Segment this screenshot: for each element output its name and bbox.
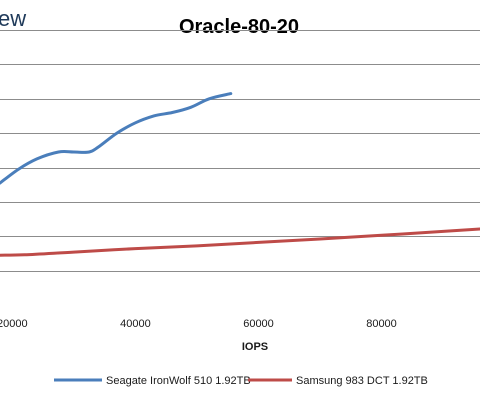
data-point-1-5 [257, 241, 260, 244]
data-point-0-3 [57, 151, 60, 154]
data-point-0-10 [171, 111, 174, 114]
data-point-1-3 [134, 247, 137, 250]
data-point-1-4 [195, 244, 198, 247]
x-tick-label-0: 20000 [0, 318, 28, 330]
data-point-0-8 [134, 121, 137, 124]
data-point-0-9 [152, 114, 155, 117]
data-point-0-4 [72, 151, 75, 154]
series-line-1 [0, 227, 480, 257]
gridlines [0, 30, 480, 272]
series-line-0 [0, 92, 233, 185]
chart-title: Oracle-80-20 [179, 16, 299, 38]
legend-label-0: Seagate IronWolf 510 1.92TB [106, 375, 251, 387]
series-lines [0, 92, 480, 257]
brand-fragment: ew [0, 6, 26, 31]
data-point-0-11 [189, 106, 192, 109]
x-tick-labels: 20000 40000 60000 80000 [0, 318, 397, 330]
legend: Seagate IronWolf 510 1.92TB Samsung 983 D… [54, 375, 428, 387]
data-point-0-2 [35, 157, 38, 160]
legend-label-1: Samsung 983 DCT 1.92TB [296, 375, 428, 387]
series-0 [0, 92, 233, 185]
x-axis-title: IOPS [242, 341, 268, 353]
data-point-1-6 [319, 238, 322, 241]
data-point-0-6 [97, 145, 100, 148]
x-tick-label-1: 40000 [120, 318, 151, 330]
data-point-1-2 [72, 251, 75, 254]
data-point-0-1 [17, 168, 20, 171]
data-point-0-13 [229, 92, 232, 95]
data-point-1-8 [442, 230, 445, 233]
x-tick-label-3: 80000 [366, 318, 397, 330]
data-point-0-5 [88, 151, 91, 154]
x-tick-label-2: 60000 [243, 318, 274, 330]
series-1 [0, 227, 480, 257]
legend-item-1: Samsung 983 DCT 1.92TB [248, 375, 428, 387]
data-point-0-7 [115, 132, 118, 135]
data-point-1-1 [23, 253, 26, 256]
legend-item-0: Seagate IronWolf 510 1.92TB [54, 375, 251, 387]
data-point-0-12 [208, 97, 211, 100]
data-point-1-7 [380, 234, 383, 237]
